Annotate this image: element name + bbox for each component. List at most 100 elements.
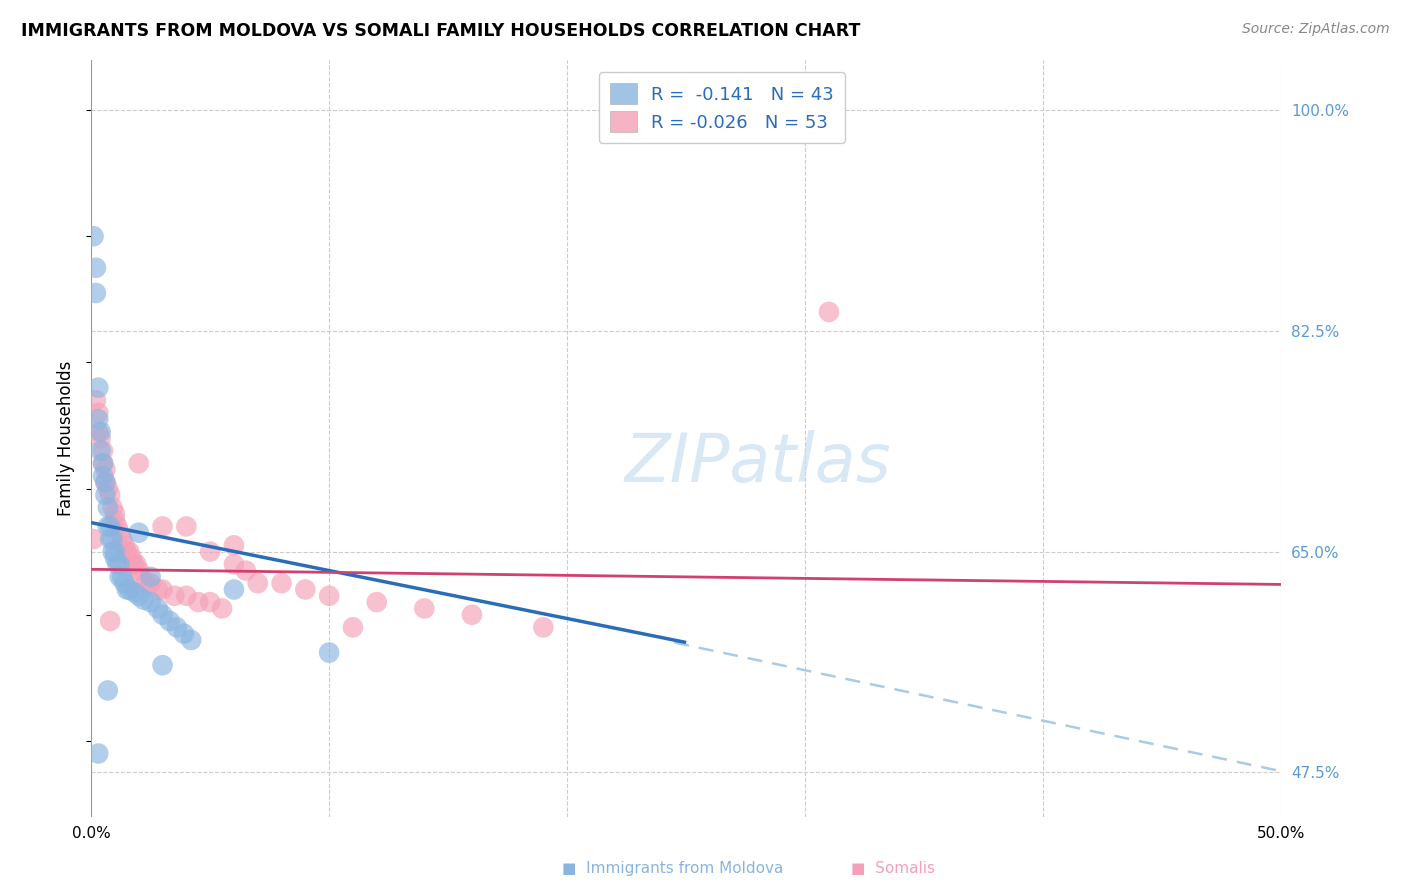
Point <box>91 443 114 458</box>
Point <box>235 564 257 578</box>
Point <box>97 482 120 496</box>
Point <box>83 532 105 546</box>
Point <box>101 544 124 558</box>
Point <box>222 582 245 597</box>
Point <box>108 558 131 572</box>
Legend: R =  -0.141   N = 43, R = -0.026   N = 53: R = -0.141 N = 43, R = -0.026 N = 53 <box>599 72 845 143</box>
Point <box>98 519 121 533</box>
Point <box>104 544 127 558</box>
Point <box>115 582 138 597</box>
Text: Source: ZipAtlas.com: Source: ZipAtlas.com <box>1241 22 1389 37</box>
Point <box>173 626 195 640</box>
Point <box>176 519 198 533</box>
Point <box>97 519 120 533</box>
Point <box>198 595 221 609</box>
Point <box>122 585 145 599</box>
Point <box>91 456 114 470</box>
Point <box>122 558 145 572</box>
Point <box>111 570 134 584</box>
Point <box>159 614 181 628</box>
Point <box>128 589 150 603</box>
Point <box>94 488 117 502</box>
Point <box>101 532 124 546</box>
Point <box>198 544 221 558</box>
Point <box>366 595 388 609</box>
Point <box>98 614 121 628</box>
Point <box>139 595 162 609</box>
Point <box>105 519 128 533</box>
Point <box>246 576 269 591</box>
Point <box>101 500 124 515</box>
Point <box>87 747 110 761</box>
Point <box>97 500 120 515</box>
Point <box>139 576 162 591</box>
Point <box>90 431 112 445</box>
Point <box>146 601 169 615</box>
Point <box>129 570 152 584</box>
Point <box>152 607 174 622</box>
Point <box>222 538 245 552</box>
Point <box>118 582 141 597</box>
Point <box>87 425 110 439</box>
Point <box>128 456 150 470</box>
Point <box>98 532 121 546</box>
Point <box>111 532 134 546</box>
Point <box>128 525 150 540</box>
Point <box>166 620 188 634</box>
Point <box>84 393 107 408</box>
Point <box>163 589 186 603</box>
Y-axis label: Family Households: Family Households <box>58 360 75 516</box>
Point <box>1032 860 1054 874</box>
Point <box>94 475 117 490</box>
Point <box>94 475 117 490</box>
Point <box>108 525 131 540</box>
Point <box>84 260 107 275</box>
Point <box>104 507 127 521</box>
Point <box>91 456 114 470</box>
Point <box>176 589 198 603</box>
Point <box>91 469 114 483</box>
Point <box>413 601 436 615</box>
Point <box>104 551 127 566</box>
Point <box>461 607 484 622</box>
Point <box>94 463 117 477</box>
Point <box>90 425 112 439</box>
Text: IMMIGRANTS FROM MOLDOVA VS SOMALI FAMILY HOUSEHOLDS CORRELATION CHART: IMMIGRANTS FROM MOLDOVA VS SOMALI FAMILY… <box>21 22 860 40</box>
Point <box>318 646 340 660</box>
Point <box>531 620 554 634</box>
Point <box>342 620 364 634</box>
Text: ■  Immigrants from Moldova: ■ Immigrants from Moldova <box>562 861 783 876</box>
Point <box>294 582 316 597</box>
Point <box>87 412 110 426</box>
Point <box>118 544 141 558</box>
Point <box>90 443 112 458</box>
Point <box>114 538 136 552</box>
Point <box>87 381 110 395</box>
Point <box>180 632 202 647</box>
Text: ZIPatlas: ZIPatlas <box>624 430 891 496</box>
Point <box>125 558 148 572</box>
Point <box>146 582 169 597</box>
Point <box>87 406 110 420</box>
Point <box>318 589 340 603</box>
Point <box>818 305 841 319</box>
Point <box>211 601 233 615</box>
Point <box>187 595 209 609</box>
Point <box>152 582 174 597</box>
Point <box>105 558 128 572</box>
Point <box>222 558 245 572</box>
Point <box>152 658 174 673</box>
Text: ■  Somalis: ■ Somalis <box>851 861 935 876</box>
Point <box>108 570 131 584</box>
Point <box>132 592 155 607</box>
Point <box>121 551 143 566</box>
Point <box>104 513 127 527</box>
Point <box>115 544 138 558</box>
Point <box>270 576 292 591</box>
Point <box>84 285 107 300</box>
Point <box>139 570 162 584</box>
Point <box>97 683 120 698</box>
Point <box>128 564 150 578</box>
Point <box>152 519 174 533</box>
Point <box>135 576 157 591</box>
